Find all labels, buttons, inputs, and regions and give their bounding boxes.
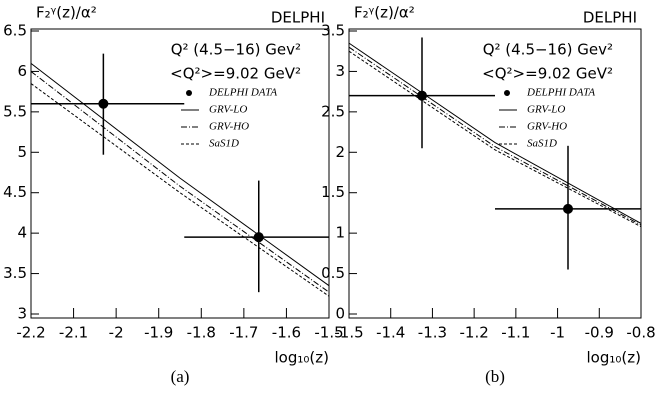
y-tick-label: 3.5 [321, 22, 345, 40]
x-tick-label: -1.2 [460, 324, 489, 342]
annotation: Q² (4.5−16) Gev² [171, 41, 301, 59]
theory-curve [30, 71, 330, 293]
y-tick-label: 1.5 [321, 183, 345, 201]
legend-label: GRV-LO [527, 104, 565, 116]
y-tick-label: 6.5 [3, 22, 27, 40]
x-tick-label: -1.7 [229, 324, 258, 342]
y-axis-label: F₂ᵞ(z)/α² [354, 4, 415, 22]
y-tick-label: 5.5 [3, 102, 27, 120]
caption: (a) [171, 367, 190, 386]
data-point [98, 98, 109, 109]
legend-symbol [504, 90, 510, 96]
experiment-label: DELPHI [583, 9, 637, 27]
y-tick-label: 4 [17, 224, 27, 242]
x-tick-label: -1.5 [334, 324, 363, 342]
y-tick-label: 3.5 [3, 264, 27, 282]
theory-curve [30, 62, 330, 287]
x-tick-label: -0.9 [585, 324, 614, 342]
x-tick-label: -1.9 [144, 324, 173, 342]
x-tick-label: -1.3 [418, 324, 447, 342]
y-tick-label: 2 [335, 143, 345, 161]
x-tick-label: -1.5 [314, 324, 343, 342]
legend-label: DELPHI DATA [526, 87, 595, 99]
x-tick-label: -2.1 [59, 324, 88, 342]
legend-label: GRV-HO [527, 121, 567, 133]
data-point [253, 232, 264, 243]
legend-label: DELPHI DATA [208, 87, 277, 99]
x-tick-label: -1 [550, 324, 565, 342]
legend-label: SaS1D [209, 138, 239, 150]
x-tick-label: -1.6 [272, 324, 301, 342]
y-tick-label: 1 [335, 224, 345, 242]
x-tick-label: -1.1 [501, 324, 530, 342]
legend-symbol [186, 90, 192, 96]
theory-curve [348, 50, 642, 228]
y-tick-label: 6 [17, 62, 27, 80]
plot-frame [348, 28, 642, 319]
x-tick-label: -2.2 [16, 324, 45, 342]
x-tick-label: -0.8 [626, 324, 655, 342]
legend-label: GRV-LO [209, 104, 247, 116]
y-tick-label: 3 [335, 62, 345, 80]
y-tick-label: 4.5 [3, 183, 27, 201]
x-axis-label: log₁₀(z) [587, 349, 641, 367]
y-tick-label: 5 [17, 143, 27, 161]
experiment-label: DELPHI [271, 9, 325, 27]
caption: (b) [485, 367, 505, 386]
x-tick-label: -1.8 [187, 324, 216, 342]
annotation: <Q²>=9.02 GeV² [482, 65, 613, 83]
annotation: Q² (4.5−16) Gev² [483, 41, 613, 59]
y-tick-label: 3 [17, 305, 27, 323]
y-tick-label: 0 [335, 305, 345, 323]
data-point [563, 203, 573, 214]
legend-label: GRV-HO [209, 121, 249, 133]
x-tick-label: -2 [109, 324, 124, 342]
plot-frame [30, 28, 330, 319]
theory-curve [348, 46, 642, 226]
y-axis-label: F₂ᵞ(z)/α² [36, 4, 97, 22]
theory-curve [30, 83, 330, 297]
x-tick-label: -1.4 [376, 324, 405, 342]
y-tick-label: 2.5 [321, 102, 345, 120]
y-tick-label: 0.5 [321, 264, 345, 282]
theory-curve [348, 42, 642, 224]
x-axis-label: log₁₀(z) [275, 349, 329, 367]
annotation: <Q²>=9.02 GeV² [170, 65, 301, 83]
legend-label: SaS1D [527, 138, 557, 150]
